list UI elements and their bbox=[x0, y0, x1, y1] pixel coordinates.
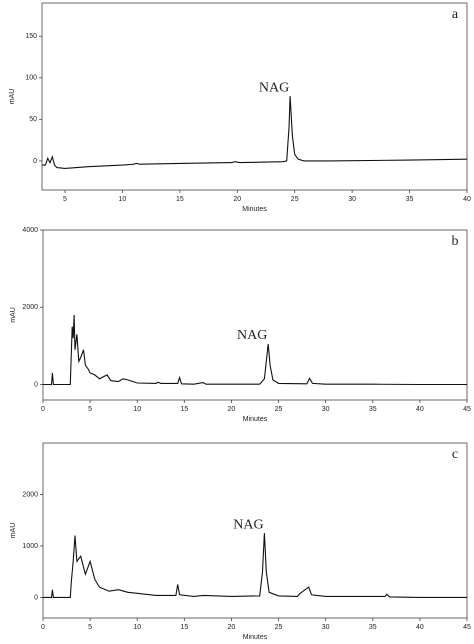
x-tick-label: 25 bbox=[275, 624, 283, 631]
trace bbox=[43, 314, 467, 386]
x-tick-label: 5 bbox=[63, 196, 67, 203]
y-axis-label: mAU bbox=[9, 89, 16, 105]
x-tick-label: 40 bbox=[416, 406, 424, 413]
peak-annotation: NAG bbox=[233, 517, 263, 532]
panel-label: a bbox=[452, 7, 459, 22]
trace bbox=[43, 533, 467, 598]
x-tick-label: 10 bbox=[119, 196, 127, 203]
x-tick-label: 15 bbox=[180, 624, 188, 631]
x-tick-label: 15 bbox=[180, 406, 188, 413]
y-tick-label: 0 bbox=[34, 594, 38, 601]
y-tick-label: 150 bbox=[25, 33, 37, 40]
x-axis-label: Minutes bbox=[243, 416, 268, 423]
y-axis-label: mAU bbox=[10, 307, 17, 323]
x-tick-label: 40 bbox=[416, 624, 424, 631]
y-axis-label: mAU bbox=[10, 523, 17, 539]
peak-annotation: NAG bbox=[259, 80, 289, 95]
x-axis-label: Minutes bbox=[242, 206, 267, 213]
panel-label: c bbox=[452, 447, 458, 462]
y-tick-label: 100 bbox=[25, 75, 37, 82]
x-tick-label: 0 bbox=[41, 624, 45, 631]
y-tick-label: 1000 bbox=[22, 543, 38, 550]
x-tick-label: 25 bbox=[291, 196, 299, 203]
x-tick-label: 10 bbox=[133, 406, 141, 413]
y-tick-label: 2000 bbox=[22, 491, 38, 498]
y-tick-label: 50 bbox=[29, 116, 37, 123]
x-tick-label: 40 bbox=[463, 196, 471, 203]
x-tick-label: 20 bbox=[233, 196, 241, 203]
y-tick-label: 0 bbox=[34, 381, 38, 388]
panel-label: b bbox=[452, 234, 459, 249]
x-tick-label: 30 bbox=[322, 624, 330, 631]
x-tick-label: 25 bbox=[275, 406, 283, 413]
x-tick-label: 5 bbox=[88, 406, 92, 413]
x-axis-label: Minutes bbox=[243, 634, 268, 641]
x-tick-label: 5 bbox=[88, 624, 92, 631]
x-tick-label: 35 bbox=[369, 406, 377, 413]
x-tick-label: 35 bbox=[369, 624, 377, 631]
x-tick-label: 30 bbox=[322, 406, 330, 413]
x-tick-label: 10 bbox=[133, 624, 141, 631]
x-tick-label: 30 bbox=[348, 196, 356, 203]
plot-frame bbox=[42, 229, 468, 401]
plot-frame bbox=[42, 442, 468, 619]
x-tick-label: 20 bbox=[228, 406, 236, 413]
x-tick-label: 0 bbox=[41, 406, 45, 413]
x-tick-label: 15 bbox=[176, 196, 184, 203]
y-tick-label: 2000 bbox=[22, 304, 38, 311]
y-tick-label: 0 bbox=[33, 158, 37, 165]
x-tick-label: 35 bbox=[406, 196, 414, 203]
x-tick-label: 20 bbox=[228, 624, 236, 631]
y-tick-label: 4000 bbox=[22, 227, 38, 234]
x-tick-label: 45 bbox=[463, 406, 471, 413]
trace bbox=[42, 96, 468, 169]
plot-frame bbox=[41, 2, 468, 191]
x-tick-label: 45 bbox=[463, 624, 471, 631]
peak-annotation: NAG bbox=[237, 328, 267, 343]
